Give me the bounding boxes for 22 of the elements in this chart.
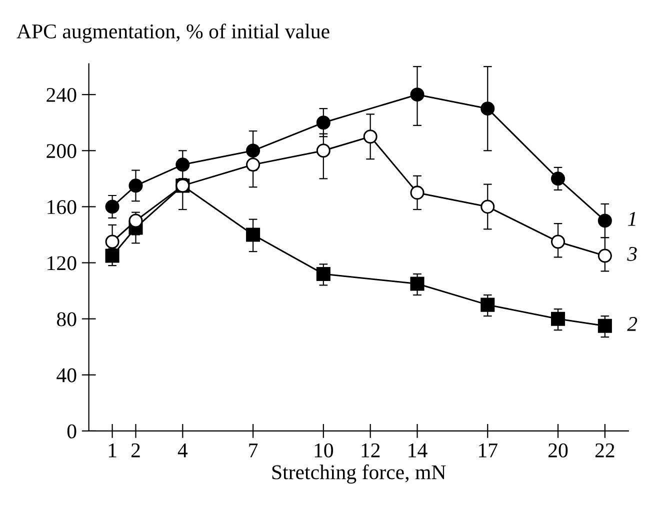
- y-tick-label: 160: [48, 200, 76, 214]
- x-tick-label: 10: [314, 443, 334, 458]
- y-tick-label: 240: [46, 88, 76, 102]
- series-label: 2: [627, 317, 638, 331]
- series-label: 3: [627, 246, 637, 261]
- x-tick-label: 12: [362, 443, 380, 458]
- y-tick-label: 80: [56, 312, 76, 326]
- x-tick-label: 17: [479, 443, 498, 458]
- series-label: 1: [628, 212, 636, 226]
- x-tick-label: 7: [249, 444, 258, 458]
- x-tick-label: 22: [595, 443, 614, 458]
- x-tick-label: 2: [131, 443, 140, 458]
- x-tick-label: 20: [548, 443, 568, 458]
- y-tick-label: 0: [67, 424, 76, 438]
- x-tick-label: 1: [108, 443, 116, 458]
- y-tick-label: 40: [56, 368, 76, 382]
- y-tick-label: 120: [48, 256, 76, 270]
- y-axis-title: APC augmentation, % of initial value: [16, 24, 330, 43]
- x-axis-title: Stretching force, mN: [272, 464, 446, 484]
- x-tick-label: 4: [178, 444, 188, 458]
- y-tick-label: 200: [46, 144, 76, 158]
- x-tick-label: 14: [408, 443, 428, 458]
